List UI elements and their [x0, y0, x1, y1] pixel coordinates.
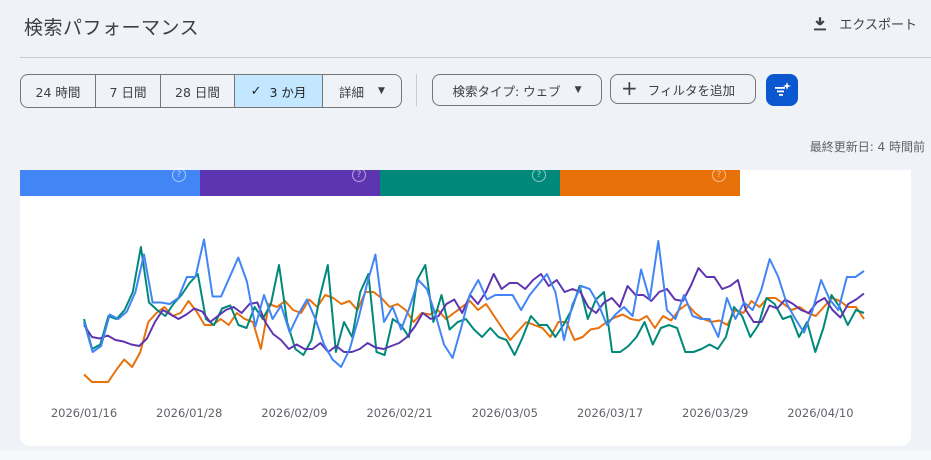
x-tick-label: 2026/01/16 — [50, 406, 118, 420]
help-icon[interactable]: ? — [352, 168, 366, 182]
date-option-7d[interactable]: 7 日間 — [96, 75, 161, 107]
filter-sparkle-icon — [775, 82, 791, 96]
metric-tab-position[interactable]: ? — [560, 168, 740, 196]
x-tick-label: 2026/04/10 — [787, 406, 854, 420]
check-icon: ✓ — [250, 83, 262, 99]
x-tick-label: 2026/03/29 — [682, 406, 749, 420]
add-filter-button[interactable]: + フィルタを追加 — [610, 74, 756, 104]
line-chart[interactable] — [20, 170, 911, 446]
x-tick-label: 2026/01/28 — [156, 406, 223, 420]
metric-tabs: ? ? ? ? — [20, 168, 740, 196]
series-line-teal — [83, 246, 865, 356]
date-option-label: 7 日間 — [109, 84, 147, 100]
export-label: エクスポート — [839, 18, 917, 33]
date-option-label: 詳細 — [339, 84, 365, 100]
metric-tab-ctr[interactable]: ? — [380, 168, 560, 196]
metric-tab-clicks[interactable]: ? — [20, 168, 200, 196]
last-updated-text: 最終更新日: 4 時間前 — [809, 140, 925, 154]
help-icon[interactable]: ? — [172, 168, 186, 182]
date-option-24h[interactable]: 24 時間 — [21, 75, 96, 107]
plus-icon: + — [621, 76, 638, 100]
help-icon[interactable]: ? — [712, 168, 726, 182]
series-line-purple — [83, 267, 865, 353]
x-tick-label: 2026/02/09 — [261, 406, 328, 420]
date-range-selector: 24 時間 7 日間 28 日間 ✓ 3 か月 詳細 ▼ — [20, 74, 402, 108]
date-option-3m[interactable]: ✓ 3 か月 — [235, 75, 323, 107]
search-type-label: 検索タイプ: ウェブ — [452, 83, 561, 99]
date-option-label: 3 か月 — [269, 84, 307, 100]
date-option-label: 24 時間 — [35, 84, 81, 100]
toolbar-divider — [416, 74, 417, 106]
download-icon — [814, 16, 827, 30]
x-tick-label: 2026/03/05 — [471, 406, 538, 420]
performance-chart-card: ? ? ? ? 2026/01/16 2026/01/28 2026/02/09 20… — [20, 168, 911, 446]
header-divider — [20, 57, 931, 58]
caret-down-icon: ▼ — [378, 86, 385, 96]
date-option-label: 28 日間 — [175, 84, 220, 100]
x-tick-label: 2026/03/17 — [576, 406, 644, 420]
page-bottom — [0, 450, 931, 460]
series-line-blue — [83, 238, 865, 368]
export-button[interactable]: エクスポート — [811, 14, 917, 33]
caret-down-icon: ▼ — [574, 85, 582, 95]
date-option-custom[interactable]: 詳細 ▼ — [323, 75, 401, 107]
page-title: 検索パフォーマンス — [24, 17, 200, 39]
ai-filter-button[interactable] — [766, 74, 798, 106]
add-filter-label: フィルタを追加 — [647, 82, 736, 98]
search-type-dropdown[interactable]: 検索タイプ: ウェブ ▼ — [432, 74, 602, 106]
metric-tab-impressions[interactable]: ? — [200, 168, 380, 196]
date-option-28d[interactable]: 28 日間 — [161, 75, 235, 107]
x-tick-label: 2026/02/21 — [366, 406, 433, 420]
help-icon[interactable]: ? — [532, 168, 546, 182]
